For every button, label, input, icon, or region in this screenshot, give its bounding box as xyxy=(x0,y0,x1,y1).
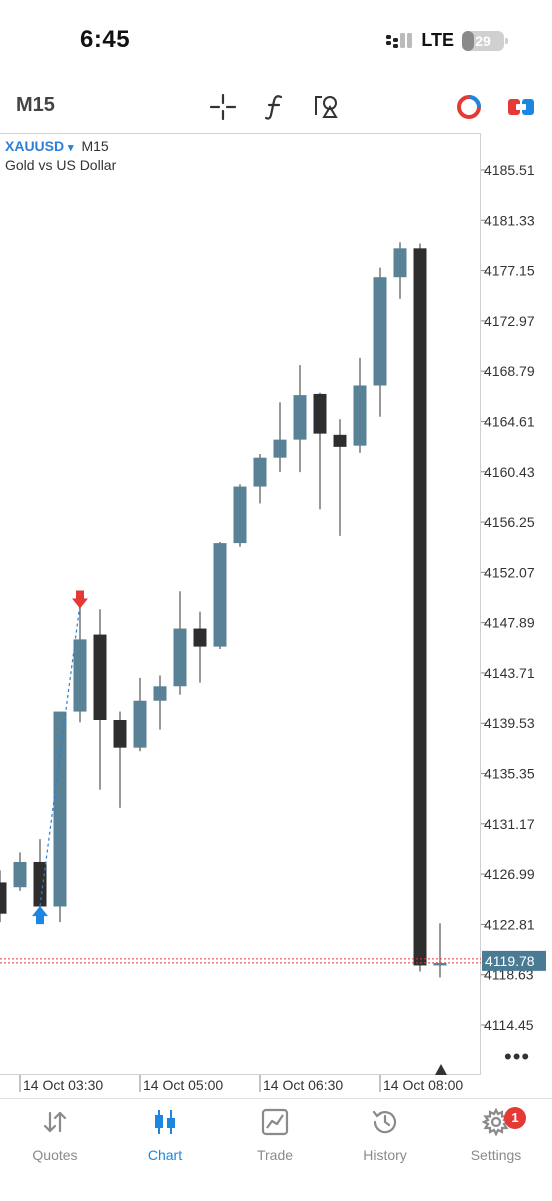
price-axis-label: 4131.17 xyxy=(484,816,535,832)
sell-arrow-icon xyxy=(72,590,88,609)
function-icon xyxy=(264,95,283,120)
candle-body xyxy=(353,385,367,446)
candle-body xyxy=(93,634,107,720)
candle-body xyxy=(53,711,67,907)
timeframe-selector[interactable]: M15 xyxy=(16,94,55,116)
price-axis-label: 4168.79 xyxy=(484,363,535,379)
bottom-tab-bar: Quotes Chart Trade History 1 Settings xyxy=(0,1098,552,1201)
trading-toggle-icon xyxy=(457,95,481,119)
new-order-button[interactable] xyxy=(504,90,538,124)
candle-body xyxy=(113,719,127,748)
tab-trade[interactable]: Trade xyxy=(225,1107,325,1163)
price-axis-label: 4147.89 xyxy=(484,615,535,631)
candle-body xyxy=(33,861,47,907)
crosshair-button[interactable] xyxy=(206,90,240,124)
chart-timeframe: M15 xyxy=(81,138,109,154)
candle-body xyxy=(413,248,427,966)
price-axis-label: 4152.07 xyxy=(484,564,535,580)
candle-body xyxy=(193,628,207,647)
status-bar: 6:45 LTE 29 xyxy=(0,0,552,80)
price-axis-label: 4181.33 xyxy=(484,212,535,228)
price-axis-label: 4139.53 xyxy=(484,715,535,731)
time-axis-label: 14 Oct 08:00 xyxy=(383,1077,463,1093)
candle-body xyxy=(373,277,387,386)
signal-icon xyxy=(386,32,413,48)
price-axis-label: 4160.43 xyxy=(484,464,535,480)
tab-label: Quotes xyxy=(32,1147,78,1163)
candle-body xyxy=(153,686,167,701)
chart-toolbar: M15 xyxy=(0,80,552,130)
trade-icon xyxy=(261,1108,289,1136)
time-axis-label: 14 Oct 05:00 xyxy=(143,1077,223,1093)
trade-order-icon xyxy=(508,99,534,115)
tab-label: Chart xyxy=(147,1147,183,1163)
price-axis-label: 4177.15 xyxy=(484,263,535,279)
quotes-icon xyxy=(43,1111,67,1133)
candle-body xyxy=(433,963,447,966)
candle-body xyxy=(313,393,327,434)
chart-area[interactable] xyxy=(0,133,481,1075)
battery-tip xyxy=(505,37,508,44)
candle-body xyxy=(393,248,407,278)
candle-body xyxy=(0,882,7,914)
network-type: LTE xyxy=(421,30,454,50)
symbol-name: XAUUSD xyxy=(5,138,65,154)
price-axis-label: 4114.45 xyxy=(484,1017,534,1033)
time-axis-label: 14 Oct 03:30 xyxy=(23,1077,103,1093)
battery-icon: 29 xyxy=(462,30,508,51)
status-time: 6:45 xyxy=(80,26,131,53)
indicators-button[interactable] xyxy=(258,90,292,124)
buy-arrow-icon xyxy=(32,906,48,925)
tab-quotes[interactable]: Quotes xyxy=(5,1107,105,1163)
price-axis-label: 4185.51 xyxy=(484,162,535,178)
price-axis-label: 4156.25 xyxy=(484,514,535,530)
symbol-description: Gold vs US Dollar xyxy=(5,157,117,173)
tab-history[interactable]: History xyxy=(335,1107,435,1163)
candle-body xyxy=(333,434,347,447)
candle-body xyxy=(73,639,87,712)
candle-body xyxy=(273,439,287,458)
time-axis-label: 14 Oct 06:30 xyxy=(263,1077,343,1093)
history-icon xyxy=(372,1110,397,1134)
trade-link-line xyxy=(39,604,81,907)
price-axis-label: 4172.97 xyxy=(484,313,535,329)
candle-body xyxy=(133,700,147,748)
one-click-trading-button[interactable] xyxy=(452,90,486,124)
price-axis-label: 4126.99 xyxy=(484,866,535,882)
chart-symbol-header[interactable]: XAUUSD ▾ M15 xyxy=(5,138,109,154)
price-axis-label: 4122.81 xyxy=(484,916,535,932)
chart-shift-marker-icon xyxy=(435,1064,447,1075)
candlestick-chart[interactable]: 4185.51 4181.33 4177.15 4172.97 4168.79 4164.… xyxy=(0,0,552,1100)
objects-button[interactable] xyxy=(310,90,344,124)
tab-settings[interactable]: 1 Settings xyxy=(446,1107,546,1163)
notification-badge: 1 xyxy=(504,1107,526,1129)
more-options-button[interactable]: ••• xyxy=(504,1044,531,1069)
tab-label: History xyxy=(363,1147,407,1163)
shapes-icon xyxy=(315,96,338,118)
current-price-tag xyxy=(482,950,546,971)
candle-body xyxy=(13,861,27,888)
candle-body xyxy=(233,486,247,544)
battery-fill xyxy=(462,30,475,51)
candle-body xyxy=(213,543,227,647)
chart-icon xyxy=(155,1110,175,1134)
price-axis-label: 4143.71 xyxy=(484,665,535,681)
candle-body xyxy=(253,457,267,487)
status-indicators: LTE 29 xyxy=(385,30,508,51)
tab-label: Trade xyxy=(256,1147,294,1163)
current-price-label: 4119.78 xyxy=(485,953,535,969)
tab-chart[interactable]: Chart xyxy=(115,1107,215,1163)
candle-body xyxy=(173,628,187,687)
tab-label: Settings xyxy=(470,1147,522,1163)
battery-level: 29 xyxy=(475,32,491,49)
symbol-dropdown-icon: ▾ xyxy=(68,142,74,154)
candle-body xyxy=(293,395,307,440)
price-axis-label: 4135.35 xyxy=(484,766,535,782)
price-axis-label: 4164.61 xyxy=(484,413,535,429)
crosshair-icon xyxy=(209,93,237,121)
